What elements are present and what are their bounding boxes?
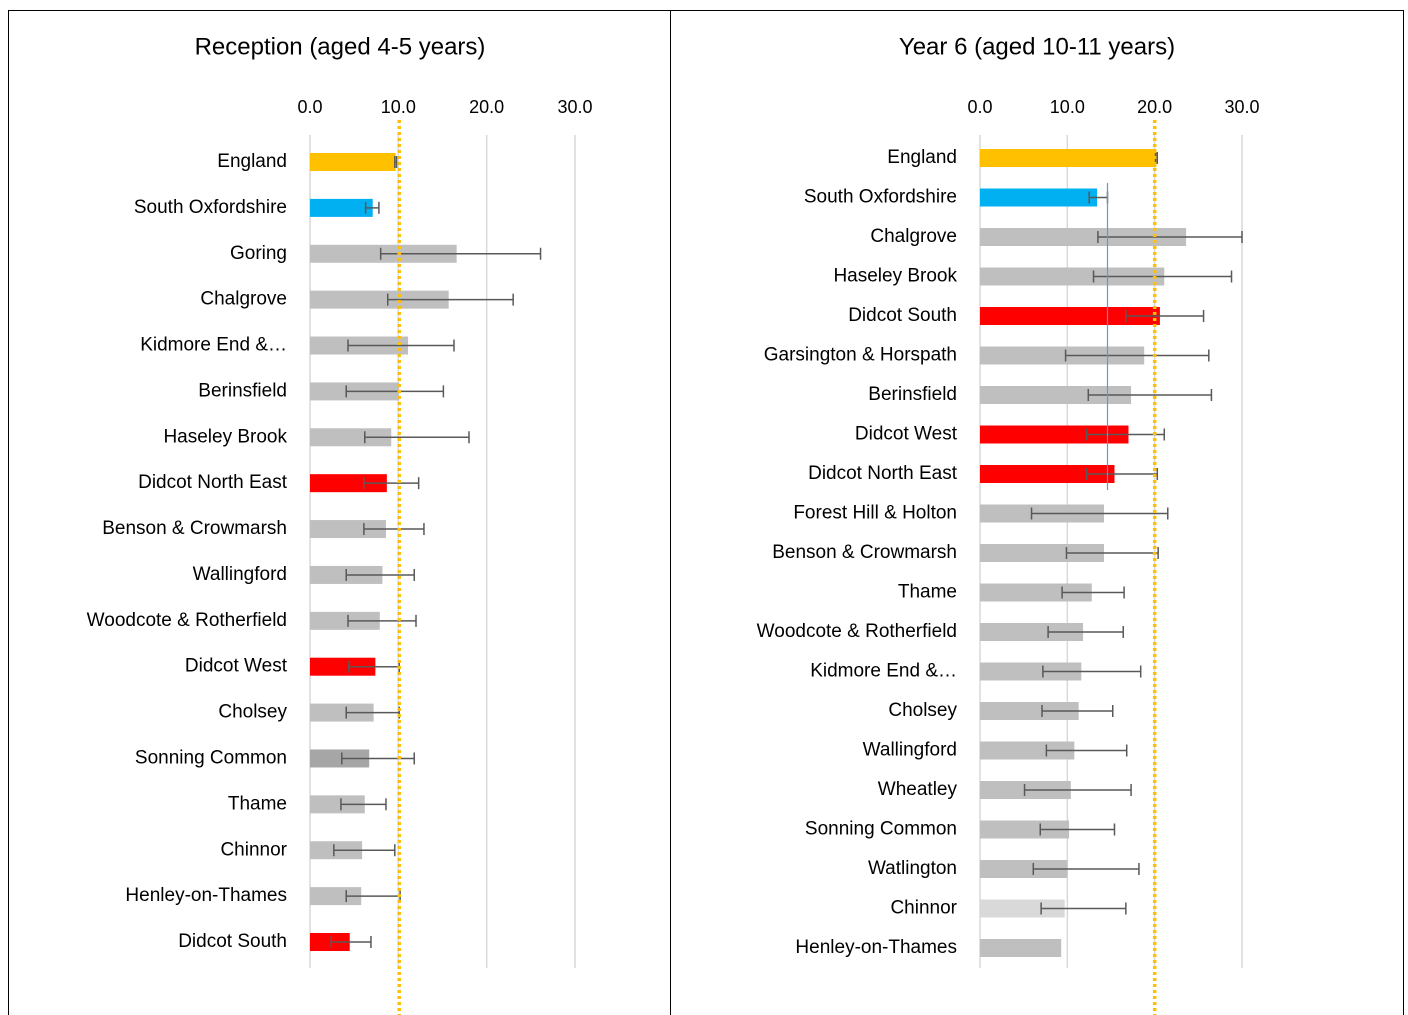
category-label: Thame: [898, 582, 957, 603]
category-label: Didcot North East: [808, 463, 958, 484]
bar: [310, 703, 374, 722]
category-label: Benson & Crowmarsh: [102, 518, 287, 539]
category-label: Chalgrove: [870, 226, 957, 247]
category-label: Didcot West: [185, 656, 288, 677]
category-label: Didcot South: [848, 305, 957, 326]
bar: [310, 474, 387, 493]
bar: [980, 465, 1115, 483]
bar: [980, 228, 1187, 246]
category-label: Watlington: [868, 858, 957, 879]
bar: [310, 198, 373, 217]
bar: [980, 346, 1145, 365]
bar: [980, 386, 1132, 404]
bar: [310, 428, 392, 447]
panel-title: Reception (aged 4-5 years): [195, 33, 486, 60]
bar: [310, 657, 376, 676]
category-label: Cholsey: [888, 700, 957, 721]
panel-title: Year 6 (aged 10-11 years): [899, 33, 1175, 60]
category-label: Didcot South: [178, 931, 287, 952]
bar: [980, 662, 1082, 681]
x-tick-label: 10.0: [1050, 97, 1085, 117]
bar: [310, 520, 386, 539]
category-label: Chinnor: [890, 898, 957, 919]
category-label: England: [217, 151, 287, 172]
bar: [980, 583, 1092, 602]
bar: [310, 795, 365, 814]
category-label: Garsington & Horspath: [764, 345, 957, 366]
x-tick-label: 30.0: [557, 97, 592, 117]
bar: [310, 290, 449, 309]
category-label: Wallingford: [863, 740, 957, 761]
x-tick-label: 0.0: [297, 97, 322, 117]
bar: [310, 611, 380, 630]
bar: [980, 267, 1165, 286]
bar: [980, 544, 1105, 562]
category-label: Henley-on-Thames: [125, 885, 287, 906]
category-label: Chinnor: [220, 839, 287, 860]
panel-frame: [670, 10, 1404, 1015]
category-label: Cholsey: [218, 702, 287, 723]
category-label: Didcot West: [855, 424, 958, 445]
x-tick-label: 20.0: [1137, 97, 1172, 117]
category-label: Benson & Crowmarsh: [772, 542, 957, 563]
category-label: England: [887, 147, 957, 168]
category-label: Chalgrove: [200, 289, 287, 310]
bar: [980, 820, 1070, 839]
bar: [980, 741, 1075, 760]
category-label: South Oxfordshire: [804, 187, 957, 208]
category-label: Haseley Brook: [163, 426, 287, 447]
bar: [310, 153, 396, 171]
x-tick-label: 30.0: [1224, 97, 1259, 117]
category-label: Berinsfield: [868, 384, 957, 405]
category-label: Woodcote & Rotherfield: [757, 621, 957, 642]
x-tick-label: 20.0: [469, 97, 504, 117]
bar: [980, 307, 1160, 325]
category-label: Thame: [228, 793, 287, 814]
bar: [310, 887, 362, 906]
category-label: Kidmore End &…: [140, 335, 287, 356]
category-label: Sonning Common: [805, 819, 957, 840]
bar: [980, 623, 1084, 641]
bar: [310, 749, 370, 768]
bar: [310, 933, 350, 951]
bar: [980, 149, 1157, 167]
bar: [980, 702, 1079, 720]
category-label: Woodcote & Rotherfield: [87, 610, 287, 631]
category-label: Sonning Common: [135, 747, 287, 768]
category-label: South Oxfordshire: [134, 197, 287, 218]
bar: [980, 939, 1062, 957]
category-label: Henley-on-Thames: [795, 937, 957, 958]
category-label: Goring: [230, 243, 287, 264]
bar: [980, 188, 1098, 207]
category-label: Didcot North East: [138, 472, 288, 493]
bar: [980, 860, 1068, 878]
category-label: Haseley Brook: [833, 266, 957, 287]
x-tick-label: 0.0: [967, 97, 992, 117]
bar: [980, 425, 1129, 444]
category-label: Berinsfield: [198, 380, 287, 401]
category-label: Kidmore End &…: [810, 661, 957, 682]
category-label: Wallingford: [193, 564, 287, 585]
x-tick-label: 10.0: [381, 97, 416, 117]
category-label: Forest Hill & Holton: [793, 503, 957, 524]
bar: [980, 899, 1065, 918]
category-label: Wheatley: [878, 779, 958, 800]
